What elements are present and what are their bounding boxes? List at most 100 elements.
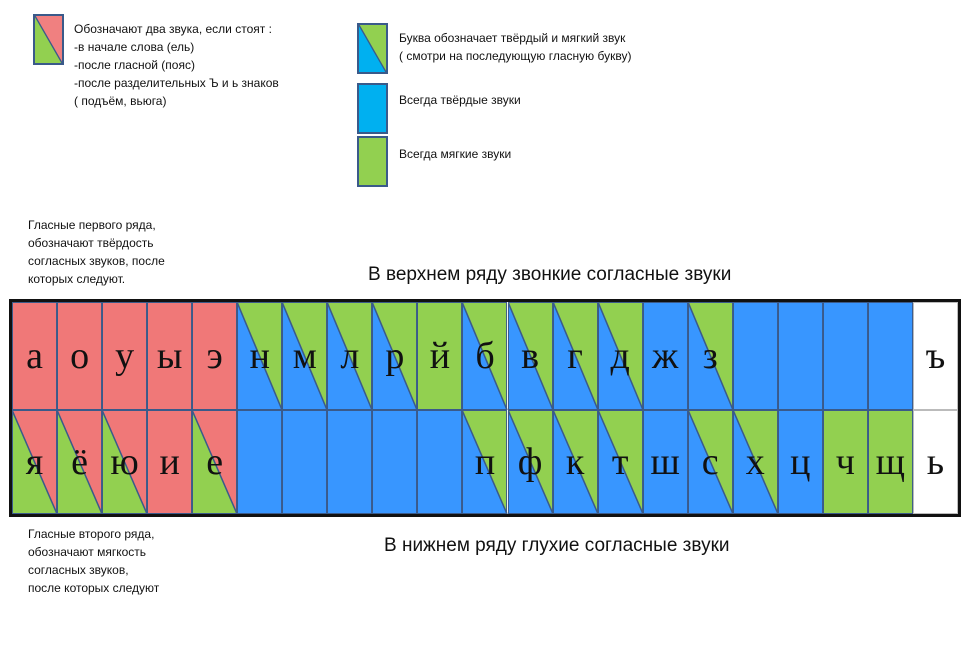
bottom-row-cell: и bbox=[147, 410, 193, 514]
cell-background bbox=[867, 410, 913, 514]
legend-two-sounds-line-3: -после разделительных Ъ и ь знаков bbox=[74, 76, 279, 90]
legend-always-hard-swatch bbox=[357, 83, 388, 134]
cell-background bbox=[192, 302, 238, 410]
legend-always-soft-label: Всегда мягкие звуки bbox=[399, 147, 512, 161]
cell-background bbox=[867, 302, 913, 410]
bottom-row-cell: ч bbox=[822, 410, 868, 514]
cell-background bbox=[732, 302, 778, 410]
first-row-note-line-4: которых следуют. bbox=[28, 272, 126, 286]
top-row-cell: в bbox=[507, 302, 553, 410]
letter-о: о bbox=[70, 335, 90, 377]
letter-э: э bbox=[206, 335, 223, 377]
cell-background bbox=[192, 410, 238, 514]
bottom-row-cell: ф bbox=[507, 410, 553, 514]
letter-ч: ч bbox=[835, 441, 855, 483]
bottom-row-cell: х bbox=[732, 410, 778, 514]
cell-background bbox=[462, 410, 508, 514]
top-row-cell: й bbox=[417, 302, 463, 410]
cell-background bbox=[147, 410, 193, 514]
top-row-cell: л bbox=[327, 302, 373, 410]
letter-у: у bbox=[115, 335, 135, 377]
second-row-note-line-2: обозначают мягкость bbox=[28, 545, 147, 559]
letter-г: г bbox=[567, 335, 583, 377]
legend-always-hard-label: Всегда твёрдые звуки bbox=[399, 93, 521, 107]
legend-hard-soft-swatch bbox=[357, 23, 388, 74]
top-row-cell: б bbox=[462, 302, 508, 410]
cell-background bbox=[552, 302, 598, 410]
bottom-row-cell bbox=[372, 410, 418, 514]
cell-background bbox=[57, 410, 103, 514]
letter-ы: ы bbox=[156, 335, 183, 377]
cell-background bbox=[147, 302, 193, 410]
cell-background bbox=[642, 302, 688, 410]
top-row-cell: р bbox=[372, 302, 418, 410]
letter-т: т bbox=[611, 441, 629, 483]
top-row-cell: э bbox=[192, 302, 238, 410]
letter-ф: ф bbox=[517, 441, 543, 483]
cell-background bbox=[552, 410, 598, 514]
top-row-cell bbox=[732, 302, 778, 410]
top-row-cell: з bbox=[687, 302, 733, 410]
letter-к: к bbox=[565, 441, 585, 483]
letter-р: р bbox=[385, 335, 405, 377]
cell-background bbox=[12, 302, 58, 410]
cell-background bbox=[327, 302, 373, 410]
letter-и: и bbox=[159, 441, 180, 483]
letter-е: е bbox=[206, 441, 224, 483]
top-row-cell: а bbox=[12, 302, 58, 410]
legend-hard-soft-line-1: Буква обозначает твёрдый и мягкий звук bbox=[399, 31, 626, 45]
cell-background bbox=[102, 302, 148, 410]
bottom-row-cell: ш bbox=[642, 410, 688, 514]
top-row-cell bbox=[777, 302, 823, 410]
top-row-cell: ж bbox=[642, 302, 688, 410]
bottom-row-cell: ю bbox=[102, 410, 148, 514]
cell-background bbox=[507, 410, 553, 514]
bottom-row-cell bbox=[237, 410, 283, 514]
cell-background bbox=[642, 410, 688, 514]
cell-background bbox=[777, 410, 823, 514]
letter-ё: ё bbox=[71, 441, 88, 483]
bottom-row-cell: ё bbox=[57, 410, 103, 514]
legend-two-sounds-swatch-graphic bbox=[35, 16, 62, 63]
bottom-row-cell: я bbox=[12, 410, 58, 514]
cell-background bbox=[777, 302, 823, 410]
cell-background bbox=[327, 410, 373, 514]
cell-background bbox=[597, 410, 643, 514]
letter-а: а bbox=[26, 335, 43, 377]
bottom-row-cell: п bbox=[462, 410, 508, 514]
legend-two-sounds-line-2: -после гласной (пояс) bbox=[74, 58, 195, 72]
letter-ш: ш bbox=[650, 441, 680, 483]
letter-я: я bbox=[25, 441, 44, 483]
legend-hard-soft-line-2: ( смотри на последующую гласную букву) bbox=[399, 49, 632, 63]
top-row-cell bbox=[867, 302, 913, 410]
top-row-cell bbox=[822, 302, 868, 410]
second-row-note-line-1: Гласные второго ряда, bbox=[28, 527, 155, 541]
cell-background bbox=[237, 410, 283, 514]
letter-м: м bbox=[292, 335, 317, 377]
letter-б: б bbox=[475, 335, 495, 377]
cell-background bbox=[282, 410, 328, 514]
bottom-row-cell: ц bbox=[777, 410, 823, 514]
cell-background bbox=[372, 302, 418, 410]
second-row-note-line-3: согласных звуков, bbox=[28, 563, 129, 577]
cell-background bbox=[822, 302, 868, 410]
top-row-cell: г bbox=[552, 302, 598, 410]
bottom-row-cell bbox=[327, 410, 373, 514]
cell-background bbox=[282, 302, 328, 410]
bottom-row-cell bbox=[282, 410, 328, 514]
top-row-cell: о bbox=[57, 302, 103, 410]
legend-two-sounds-line-1: -в начале слова (ель) bbox=[74, 40, 195, 54]
letter-ь: ь bbox=[926, 441, 945, 483]
legend-two-sounds-swatch bbox=[33, 14, 64, 65]
top-row-cell: м bbox=[282, 302, 328, 410]
top-row-caption: В верхнем ряду звонкие согласные звуки bbox=[368, 264, 732, 285]
cell-background bbox=[687, 410, 733, 514]
top-row-cell: у bbox=[102, 302, 148, 410]
top-row-cell: ы bbox=[147, 302, 193, 410]
cell-background bbox=[102, 410, 148, 514]
bottom-row-cell: ь bbox=[912, 410, 958, 514]
legend-two-sounds-title: Обозначают два звука, если стоят : bbox=[74, 22, 272, 36]
letter-ъ: ъ bbox=[925, 335, 946, 377]
legend-always-soft-swatch bbox=[357, 136, 388, 187]
